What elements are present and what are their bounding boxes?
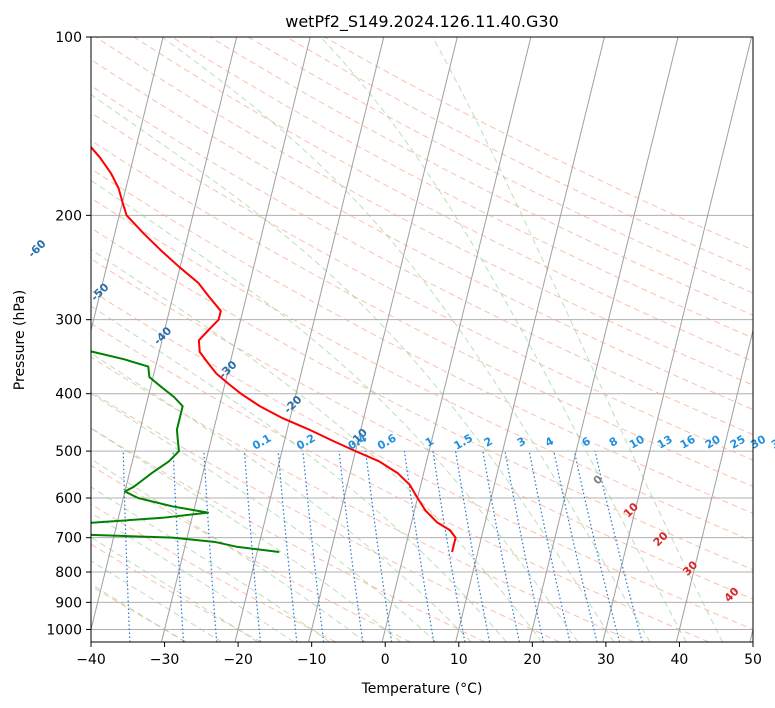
mixing-ratio-line <box>277 451 298 642</box>
moist-adiabat-line <box>320 37 687 642</box>
y-axis-title: Pressure (hPa) <box>12 290 28 390</box>
dry-adiabat-line <box>91 168 753 515</box>
y-tick-label: 800 <box>55 565 82 581</box>
x-axis-title: Temperature (°C) <box>361 681 483 697</box>
y-tick-label: 900 <box>55 595 82 611</box>
y-tick-label: 600 <box>55 491 82 507</box>
y-tick-label: 400 <box>55 387 82 403</box>
x-tick-label: 10 <box>450 652 468 668</box>
mixing-ratio-line <box>553 450 598 642</box>
dry-adiabat-line <box>91 322 709 642</box>
dry-adiabat-line <box>91 427 486 642</box>
mixing-ratio-label: 36 <box>769 432 775 451</box>
mixing-ratio-line <box>243 451 262 642</box>
moist-adiabat-line <box>91 427 401 642</box>
mixing-ratio-line <box>504 450 545 642</box>
moist-adiabat-line <box>91 179 579 642</box>
moist-adiabat-line <box>91 458 366 642</box>
isotherm-line <box>160 37 311 642</box>
chart-title: wetPf2_S149.2024.126.11.40.G30 <box>285 12 559 32</box>
plot-frame <box>90 36 754 643</box>
isotherm-line <box>528 37 679 642</box>
x-tick-label: 20 <box>523 652 541 668</box>
moist-adiabat-line <box>432 37 723 642</box>
dry-adiabat-line <box>91 585 187 642</box>
isotherm-line <box>675 328 753 642</box>
moist-adiabat-line <box>91 305 508 642</box>
mixing-ratio-line <box>302 451 325 642</box>
isotherm-line <box>91 37 238 632</box>
isotherm-line <box>91 37 164 333</box>
moist-adiabat-line <box>91 248 543 642</box>
temperature-profile-line <box>91 145 457 553</box>
dry-adiabat-line <box>91 85 753 436</box>
mixing-ratio-line <box>528 450 571 642</box>
y-tick-label: 1000 <box>46 622 82 638</box>
x-tick-label: 0 <box>381 652 390 668</box>
y-tick-label: 200 <box>55 208 82 224</box>
y-tick-label: 300 <box>55 313 82 329</box>
isotherm-line <box>381 37 532 642</box>
dry-adiabat-line <box>91 58 753 411</box>
moist-adiabat-line <box>91 486 330 642</box>
dry-adiabat-line <box>91 356 635 642</box>
y-tick-label: 100 <box>55 30 82 46</box>
y-tick-label: 500 <box>55 444 82 460</box>
moist-adiabat-line <box>91 392 437 642</box>
x-tick-label: −30 <box>150 652 180 668</box>
x-tick-label: 30 <box>597 652 615 668</box>
mixing-ratio-line <box>573 450 621 642</box>
mixing-ratio-line <box>365 451 393 642</box>
dry-adiabat-line <box>91 197 753 542</box>
x-tick-label: 50 <box>744 652 762 668</box>
x-tick-label: −40 <box>76 652 106 668</box>
dewpoint-profile-line <box>91 350 280 553</box>
isotherm-line <box>234 37 385 642</box>
mixing-ratio-line <box>594 450 643 642</box>
x-tick-label: −20 <box>223 652 253 668</box>
moist-adiabat-line <box>91 352 472 642</box>
moist-adiabat-line <box>91 94 615 642</box>
dry-adiabat-line <box>91 391 560 642</box>
x-tick-label: 40 <box>671 652 689 668</box>
mixing-ratio-line <box>482 450 520 642</box>
y-tick-label: 700 <box>55 531 82 547</box>
isotherm-line <box>308 37 458 642</box>
dry-adiabat-line <box>171 37 753 339</box>
mixing-ratio-line <box>403 451 435 642</box>
mixing-ratio-line <box>338 451 364 642</box>
isotherm-line <box>455 37 605 642</box>
isotherm-line <box>602 37 753 642</box>
x-tick-label: −10 <box>297 652 327 668</box>
dry-adiabat-line <box>133 37 753 362</box>
